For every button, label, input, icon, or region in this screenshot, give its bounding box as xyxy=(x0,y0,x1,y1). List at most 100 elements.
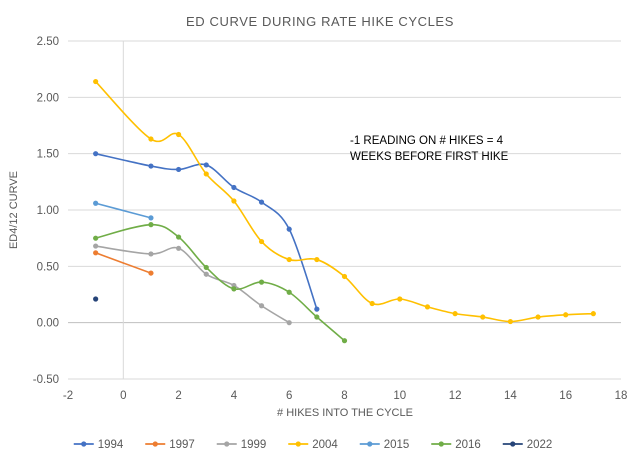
data-point-1994 xyxy=(148,163,154,169)
legend-swatch-marker xyxy=(438,441,444,447)
data-point-2016 xyxy=(258,279,265,285)
x-tick-label: 6 xyxy=(286,390,292,402)
y-tick-label: 2.50 xyxy=(37,36,59,48)
legend-label: 2015 xyxy=(384,439,410,451)
data-point-1994 xyxy=(258,199,265,205)
data-point-2004 xyxy=(341,273,348,280)
gridlines xyxy=(68,40,621,380)
legend-label: 2016 xyxy=(455,439,481,451)
chart-title: ED CURVE DURING RATE HIKE CYCLES xyxy=(186,14,454,29)
x-tick-label: 2 xyxy=(175,390,181,402)
data-point-1999 xyxy=(148,251,154,257)
legend-swatch-marker xyxy=(295,441,301,447)
x-tick-label: 8 xyxy=(341,390,347,402)
y-tick-label: 1.50 xyxy=(37,149,59,161)
series-2016 xyxy=(93,222,348,344)
data-point-2004 xyxy=(507,318,513,325)
series-2004 xyxy=(93,78,596,325)
annotation-line-2: WEEKS BEFORE FIRST HIKE xyxy=(350,151,509,163)
legend: 1994 1997 1999 2004 2015 2016 2022 xyxy=(73,439,553,451)
y-tick-label: -0.50 xyxy=(33,374,59,386)
data-point-2004 xyxy=(452,311,458,317)
series-2015 xyxy=(93,200,154,221)
data-point-2016 xyxy=(93,235,99,241)
annotation-line-1: -1 READING ON # HIKES = 4 xyxy=(350,135,504,147)
legend-label: 1997 xyxy=(169,439,195,451)
y-tick-label: 2.00 xyxy=(37,92,59,104)
data-point-1994 xyxy=(231,184,237,191)
data-point-2016 xyxy=(286,289,292,295)
x-tick-label: 16 xyxy=(559,390,572,402)
data-point-2004 xyxy=(258,238,265,245)
data-point-2004 xyxy=(369,300,375,307)
data-point-2004 xyxy=(176,131,182,138)
x-tick-label: 14 xyxy=(504,390,517,402)
x-tick-label: 12 xyxy=(449,390,462,402)
data-point-2022 xyxy=(93,296,99,302)
data-point-2016 xyxy=(341,338,348,344)
data-point-1994 xyxy=(176,166,182,173)
data-point-2004 xyxy=(397,296,403,302)
x-tick-label: 10 xyxy=(393,390,406,402)
data-point-1999 xyxy=(176,245,182,251)
axes: -0.50 0.00 0.50 1.00 1.50 2.00 2.50 -2 0 2 4 6 8 10 12… xyxy=(33,36,628,402)
data-point-2016 xyxy=(231,286,237,292)
legend-swatch-marker xyxy=(224,441,230,447)
legend-swatch-marker xyxy=(152,441,158,447)
data-point-1994 xyxy=(314,306,320,312)
legend-label: 1994 xyxy=(98,439,124,451)
x-axis-label: # HIKES INTO THE CYCLE xyxy=(277,407,413,419)
series-1999 xyxy=(93,243,292,326)
legend-swatch-marker xyxy=(510,441,516,447)
legend-swatch-marker xyxy=(81,441,87,447)
data-point-1999 xyxy=(258,303,265,309)
legend-item-2022: 2022 xyxy=(502,439,553,451)
series-1997 xyxy=(93,250,154,276)
legend-label: 1999 xyxy=(241,439,267,451)
data-point-1994 xyxy=(203,162,209,168)
data-point-2004 xyxy=(148,136,154,142)
data-point-2004 xyxy=(286,256,292,263)
data-point-2004 xyxy=(231,198,237,204)
data-point-1997 xyxy=(148,270,154,276)
legend-item-2015: 2015 xyxy=(359,439,410,451)
data-point-1994 xyxy=(93,151,99,157)
data-point-2004 xyxy=(93,78,99,85)
legend-label: 2022 xyxy=(527,439,553,451)
data-point-2016 xyxy=(148,222,154,228)
data-point-2016 xyxy=(203,264,209,271)
series-line-1997 xyxy=(95,252,152,274)
legend-label: 2004 xyxy=(312,439,338,451)
series-line-2015 xyxy=(95,202,152,219)
data-point-2004 xyxy=(314,256,320,263)
series-1994 xyxy=(93,151,320,312)
data-point-2004 xyxy=(563,312,569,318)
data-point-1999 xyxy=(203,271,209,277)
legend-item-1997: 1997 xyxy=(145,439,195,451)
data-point-2016 xyxy=(314,314,320,320)
x-tick-label: 18 xyxy=(615,390,628,402)
data-point-2004 xyxy=(480,314,486,320)
data-point-2016 xyxy=(176,234,182,240)
legend-item-2004: 2004 xyxy=(288,439,338,451)
series-layer xyxy=(93,78,596,344)
data-point-2004 xyxy=(424,304,431,310)
series-2022 xyxy=(93,296,99,302)
x-tick-label: -2 xyxy=(63,390,73,402)
data-point-2015 xyxy=(93,200,99,206)
data-point-2004 xyxy=(590,311,596,317)
data-point-1994 xyxy=(286,226,292,232)
data-point-2015 xyxy=(148,215,154,221)
data-point-1999 xyxy=(93,243,99,249)
data-point-2004 xyxy=(203,171,209,177)
data-point-1997 xyxy=(93,250,99,256)
legend-item-1999: 1999 xyxy=(216,439,267,451)
x-tick-label: 4 xyxy=(231,390,238,402)
legend-swatch-marker xyxy=(367,441,373,447)
y-tick-label: 0.00 xyxy=(37,318,59,330)
legend-item-2016: 2016 xyxy=(431,439,481,451)
data-point-1999 xyxy=(286,320,292,326)
y-tick-label: 0.50 xyxy=(37,261,59,273)
